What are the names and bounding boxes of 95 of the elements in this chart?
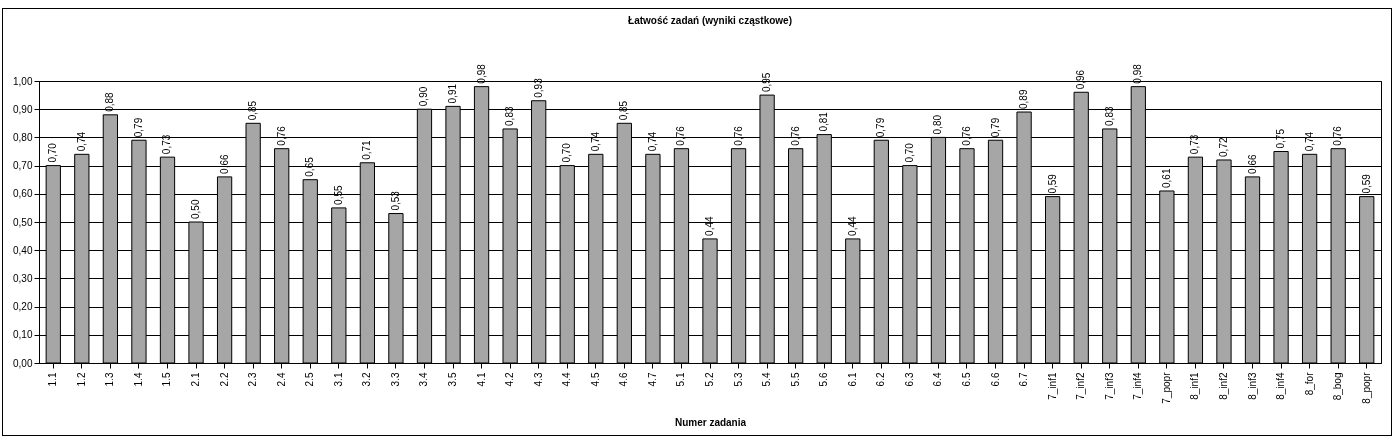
data-label: 0,89 [1018, 89, 1030, 110]
x-tick-label: 4.6 [618, 372, 630, 387]
y-tick-label: 0,30 [13, 272, 33, 284]
data-label: 0,74 [1303, 131, 1315, 152]
data-label: 0,80 [932, 114, 944, 135]
data-label: 0,74 [75, 131, 87, 152]
x-tick-label: 8_bog [1332, 372, 1344, 401]
data-label: 0,59 [1046, 173, 1058, 194]
x-tick-label: 4.5 [589, 372, 601, 387]
data-label: 0,79 [875, 117, 887, 138]
y-tick-label: 0,70 [13, 160, 33, 172]
x-tick-label: 3.4 [418, 372, 430, 387]
data-label: 0,74 [646, 131, 658, 152]
x-tick-label: 5.4 [761, 372, 773, 387]
data-label: 0,76 [960, 125, 972, 146]
x-tick-label: 8_for [1303, 371, 1315, 396]
y-tick-label: 0,40 [13, 244, 33, 256]
x-tick-label: 4.4 [561, 372, 573, 387]
x-tick-label: 1.4 [132, 372, 144, 387]
y-tick-label: 0,80 [13, 131, 33, 143]
x-tick-label: 7_inf4 [1132, 372, 1144, 400]
x-tick-label: 7_inf3 [1103, 372, 1115, 400]
data-label: 0,70 [903, 142, 915, 163]
data-label: 0,96 [1075, 69, 1087, 90]
x-tick-label: 1.2 [75, 372, 87, 387]
data-label: 0,61 [1160, 168, 1172, 188]
x-tick-label: 3.3 [389, 372, 401, 387]
x-tick-label: 5.5 [789, 372, 801, 387]
data-label: 0,66 [1246, 153, 1258, 174]
x-tick-label: 3.2 [361, 372, 373, 387]
x-tick-label: 6.4 [932, 372, 944, 387]
y-tick-label: 0,20 [13, 301, 33, 313]
x-tick-label: 8_popr [1360, 371, 1372, 404]
x-tick-label: 2.5 [304, 372, 316, 387]
x-tick-label: 3.5 [447, 372, 459, 387]
x-tick-label: 8_inf2 [1217, 372, 1229, 400]
data-label: 0,72 [1217, 137, 1229, 157]
x-tick-label: 4.1 [475, 372, 487, 387]
data-label: 0,98 [475, 63, 487, 84]
y-tick-label: 0,50 [13, 216, 33, 228]
x-tick-label: 5.6 [818, 372, 830, 387]
x-tick-label: 7_inf2 [1075, 372, 1087, 400]
data-label: 0,44 [704, 216, 715, 236]
data-label: 0,50 [190, 199, 202, 219]
data-label: 0,76 [675, 125, 687, 146]
data-label: 0,90 [418, 86, 430, 107]
data-label: 0,66 [218, 153, 230, 174]
data-label: 0,70 [561, 142, 573, 163]
y-tick-label: 0,90 [13, 103, 33, 115]
y-tick-label: 0,10 [13, 329, 33, 341]
x-tick-label: 7_popr [1160, 371, 1172, 404]
data-label: 0,79 [989, 117, 1001, 138]
x-tick-label: 6.3 [903, 372, 915, 387]
data-label: 0,81 [818, 111, 830, 132]
x-tick-label: 4.7 [646, 372, 658, 387]
chart-title: Łatwość zadań (wyniki cząstkowe) [628, 15, 792, 27]
data-label: 0,71 [361, 139, 373, 160]
y-tick-label: 0,00 [13, 357, 33, 369]
x-tick-label: 2.3 [247, 372, 259, 387]
data-label: 0,88 [104, 91, 116, 112]
x-tick-label: 7_inf1 [1046, 372, 1058, 400]
x-tick-label: 1.5 [161, 372, 173, 387]
x-tick-label: 5.3 [732, 372, 744, 387]
x-tick-label: 6.5 [960, 372, 972, 387]
x-tick-label: 6.6 [989, 372, 1001, 387]
x-tick-label: 2.4 [275, 372, 287, 387]
data-label: 0,76 [732, 125, 744, 146]
data-label: 0,76 [789, 125, 801, 146]
data-label: 0,74 [589, 131, 601, 152]
x-tick-label: 3.1 [332, 372, 344, 387]
x-tick-label: 8_inf4 [1275, 372, 1287, 400]
y-tick-label: 0,60 [13, 188, 33, 200]
x-tick-label: 8_inf3 [1246, 372, 1258, 400]
data-label: 0,70 [47, 142, 59, 163]
x-axis-title: Numer zadania [674, 416, 747, 428]
x-tick-label: 2.1 [190, 372, 202, 387]
x-tick-label: 2.2 [218, 372, 230, 387]
data-label: 0,98 [1132, 63, 1144, 84]
x-tick-label: 5.2 [704, 372, 715, 387]
x-tick-label: 6.2 [875, 372, 887, 387]
data-label: 0,76 [1332, 125, 1344, 146]
x-tick-label: 5.1 [675, 372, 687, 387]
data-label: 0,91 [447, 83, 459, 104]
data-label: 0,44 [846, 216, 858, 236]
x-tick-label: 6.1 [846, 372, 858, 387]
data-label: 0,79 [132, 117, 144, 138]
x-tick-label: 6.7 [1018, 372, 1030, 387]
data-label: 0,76 [275, 125, 287, 146]
x-tick-label: 1.3 [104, 372, 116, 387]
y-tick-label: 1,00 [13, 75, 33, 87]
data-label: 0,59 [1360, 173, 1372, 194]
x-tick-label: 8_inf1 [1189, 372, 1201, 400]
x-tick-label: 1.1 [47, 372, 59, 387]
x-tick-label: 4.3 [532, 372, 544, 387]
x-tick-label: 4.2 [504, 372, 516, 387]
